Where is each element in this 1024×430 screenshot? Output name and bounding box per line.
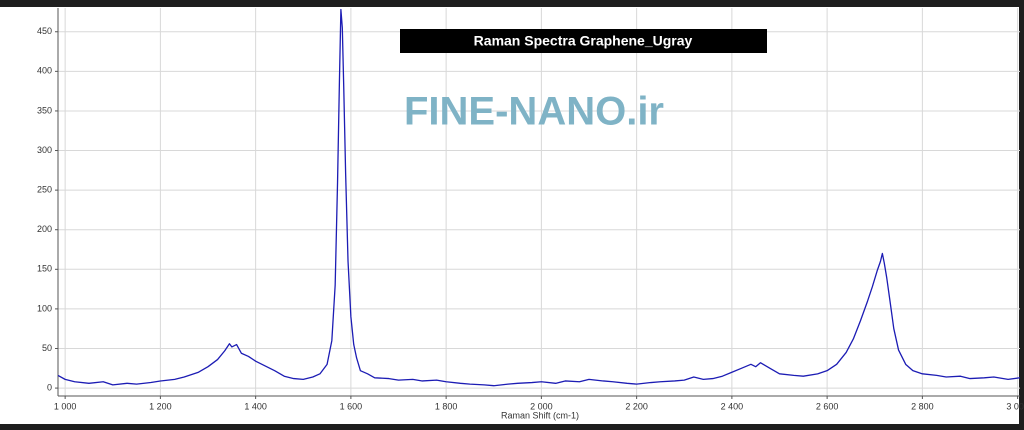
y-tick-label: 50 xyxy=(42,343,52,353)
x-tick-label: 1 000 xyxy=(54,401,77,411)
x-tick-label: 2 600 xyxy=(816,401,839,411)
y-tick-label: 150 xyxy=(37,264,52,274)
spectrum-line xyxy=(57,8,1021,387)
chart-title: Raman Spectra Graphene_Ugray xyxy=(474,33,693,49)
x-tick-label: 1 600 xyxy=(340,401,363,411)
x-tick-label: 1 800 xyxy=(435,401,458,411)
x-tick-label: 3 000 xyxy=(1006,401,1024,411)
y-tick-label: 200 xyxy=(37,224,52,234)
y-tick-label: 450 xyxy=(37,26,52,36)
x-tick-label: 2 000 xyxy=(530,401,553,411)
y-tick-label: 400 xyxy=(37,66,52,76)
y-tick-label: 250 xyxy=(37,184,52,194)
x-axis-label: Raman Shift (cm-1) xyxy=(501,410,579,420)
y-tick-label: 100 xyxy=(37,303,52,313)
x-tick-label: 2 800 xyxy=(911,401,934,411)
marks xyxy=(57,8,1021,387)
y-tick-label: 0 xyxy=(47,382,52,392)
y-tick-label: 350 xyxy=(37,105,52,115)
watermark: FINE-NANO.ir xyxy=(404,90,664,134)
grid xyxy=(55,8,1020,399)
y-tick-label: 300 xyxy=(37,145,52,155)
x-tick-label: 2 400 xyxy=(721,401,744,411)
title-box xyxy=(400,29,767,53)
x-tick-label: 1 400 xyxy=(244,401,267,411)
x-tick-label: 1 200 xyxy=(149,401,172,411)
panel xyxy=(0,7,1019,424)
x-tick-label: 2 200 xyxy=(625,401,648,411)
